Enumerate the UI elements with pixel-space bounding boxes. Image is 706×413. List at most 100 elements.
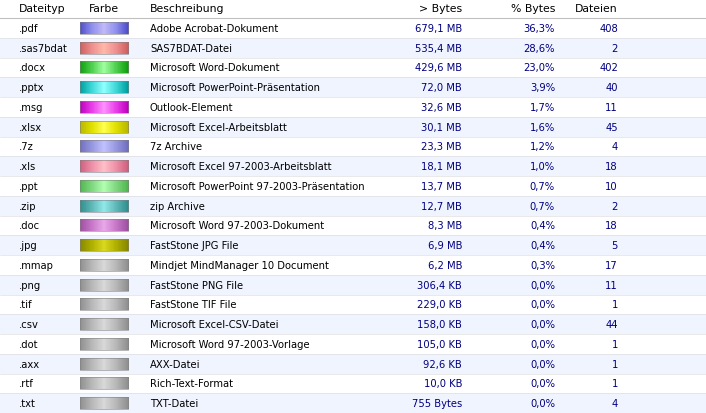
Bar [108, 62, 109, 74]
Bar [106, 62, 107, 74]
Bar [121, 161, 123, 173]
Bar [102, 220, 103, 232]
Bar [102, 121, 103, 133]
Bar [116, 180, 117, 192]
Bar [91, 358, 92, 370]
Bar [85, 397, 87, 409]
Bar [122, 240, 124, 252]
Bar [116, 23, 118, 35]
Bar [97, 259, 98, 271]
Bar [88, 279, 89, 291]
Bar [110, 220, 112, 232]
Bar [102, 318, 103, 330]
Bar [83, 397, 85, 409]
Bar [91, 259, 92, 271]
Bar [95, 358, 96, 370]
Bar [85, 338, 87, 350]
Bar [89, 338, 90, 350]
Bar [114, 377, 115, 389]
Bar [100, 338, 101, 350]
Bar [82, 259, 83, 271]
Bar [121, 318, 123, 330]
Text: Dateien: Dateien [575, 5, 618, 14]
Bar [109, 102, 111, 114]
Bar [98, 161, 100, 173]
Bar [127, 23, 128, 35]
Bar [126, 23, 128, 35]
Text: .dot: .dot [19, 339, 39, 349]
Bar [100, 259, 101, 271]
Bar [102, 141, 103, 153]
Bar [103, 259, 104, 271]
Bar [92, 240, 93, 252]
Bar [119, 358, 121, 370]
Bar [127, 318, 128, 330]
Text: 0,0%: 0,0% [530, 339, 555, 349]
Bar [113, 220, 114, 232]
Bar [114, 23, 115, 35]
Bar [127, 180, 128, 192]
Bar [102, 358, 104, 370]
Text: 4: 4 [612, 142, 618, 152]
Bar [124, 377, 125, 389]
Bar [127, 102, 128, 114]
Bar [94, 358, 95, 370]
Text: 0,0%: 0,0% [530, 378, 555, 389]
Bar [85, 240, 87, 252]
Bar [97, 23, 99, 35]
Bar [83, 62, 85, 74]
Bar [109, 161, 110, 173]
Bar [80, 279, 81, 291]
Bar [88, 23, 89, 35]
Bar [104, 318, 106, 330]
Bar [108, 102, 109, 114]
Bar [115, 62, 116, 74]
Bar [88, 43, 89, 55]
Bar [114, 180, 116, 192]
Bar [107, 102, 108, 114]
Bar [109, 62, 110, 74]
Bar [94, 299, 95, 311]
Bar [118, 259, 119, 271]
Bar [102, 200, 103, 212]
Bar [114, 338, 115, 350]
Bar [120, 259, 121, 271]
Bar [114, 62, 115, 74]
Bar [116, 62, 117, 74]
Bar [94, 259, 95, 271]
Bar [119, 299, 121, 311]
Bar [104, 358, 105, 370]
Bar [83, 43, 85, 55]
Text: 45: 45 [605, 122, 618, 132]
Bar [122, 23, 124, 35]
Bar [107, 180, 109, 192]
Bar [118, 377, 119, 389]
Bar [103, 220, 104, 232]
Bar [124, 299, 125, 311]
Bar [92, 279, 94, 291]
Bar [127, 200, 128, 212]
Text: Microsoft Excel-CSV-Datei: Microsoft Excel-CSV-Datei [150, 319, 278, 329]
Bar [96, 141, 97, 153]
Bar [80, 180, 81, 192]
Bar [114, 299, 116, 311]
Bar [88, 62, 89, 74]
Bar [82, 43, 83, 55]
Bar [80, 102, 128, 114]
Bar [126, 338, 128, 350]
Bar [83, 121, 85, 133]
Bar [88, 180, 89, 192]
Bar [101, 121, 102, 133]
Bar [95, 397, 97, 409]
Bar [94, 121, 95, 133]
Bar [114, 200, 115, 212]
Text: Microsoft Word 97-2003-Dokument: Microsoft Word 97-2003-Dokument [150, 221, 324, 231]
Bar [106, 102, 107, 114]
Bar [86, 102, 88, 114]
Bar [0, 295, 706, 314]
Bar [124, 180, 125, 192]
Text: .7z: .7z [19, 142, 34, 152]
Bar [88, 141, 89, 153]
Bar [122, 338, 124, 350]
Bar [126, 318, 127, 330]
